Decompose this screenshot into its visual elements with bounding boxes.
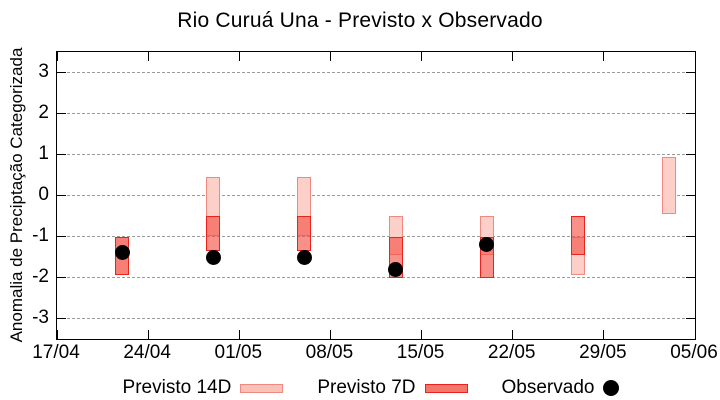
legend-item-previsto-7d: Previsto 7D bbox=[317, 377, 468, 399]
observado-dot bbox=[205, 249, 221, 265]
legend-label-previsto-7d: Previsto 7D bbox=[317, 377, 416, 398]
x-tick-17-04: 17/04 bbox=[32, 342, 80, 363]
previsto-7d-bar bbox=[570, 216, 585, 255]
legend-item-previsto-14d: Previsto 14D bbox=[123, 377, 284, 399]
x-tick-01-05: 01/05 bbox=[214, 342, 263, 363]
x-tick-05-06: 05/06 bbox=[670, 342, 718, 363]
x-tick-24-04: 24/04 bbox=[123, 342, 171, 363]
observado-key-dot bbox=[603, 380, 620, 396]
y-tick--1: -1 bbox=[32, 224, 49, 246]
legend-label-observado: Observado bbox=[501, 377, 595, 398]
previsto-14d-key-swatch bbox=[240, 383, 284, 393]
previsto-7d-key-swatch bbox=[424, 383, 468, 393]
legend-item-observado: Observado bbox=[502, 377, 620, 399]
observado-dot bbox=[114, 245, 130, 261]
x-tick-29-05: 29/05 bbox=[579, 342, 627, 363]
chart-title: Rio Curuá Una - Previsto x Observado bbox=[177, 9, 543, 32]
observado-dot bbox=[296, 249, 312, 265]
plot-area bbox=[56, 51, 696, 340]
legend: Previsto 14D Previsto 7D Observado bbox=[0, 377, 720, 399]
x-tick-08-05: 08/05 bbox=[305, 342, 354, 363]
previsto-7d-bar bbox=[206, 216, 221, 251]
y-tick-2: 2 bbox=[38, 101, 49, 123]
y-tick--2: -2 bbox=[32, 265, 49, 287]
y-tick--3: -3 bbox=[32, 306, 49, 328]
y-tick-1: 1 bbox=[38, 142, 49, 164]
x-tick-22-05: 22/05 bbox=[487, 342, 536, 363]
y-tick-3: 3 bbox=[38, 60, 49, 82]
observado-dot bbox=[479, 237, 495, 253]
legend-label-previsto-14d: Previsto 14D bbox=[122, 377, 232, 398]
y-tick-0: 0 bbox=[38, 183, 49, 205]
previsto-14d-bar bbox=[661, 156, 676, 214]
previsto-7d-bar bbox=[297, 216, 312, 251]
x-tick-15-05: 15/05 bbox=[396, 342, 445, 363]
observado-dot bbox=[388, 261, 404, 277]
